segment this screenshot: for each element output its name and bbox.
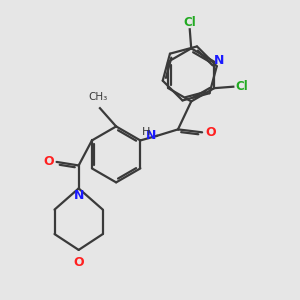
Text: CH₃: CH₃ [89,92,108,102]
Text: O: O [205,126,216,139]
Text: O: O [43,155,54,168]
Text: Cl: Cl [235,80,248,93]
Text: N: N [146,129,156,142]
Text: Cl: Cl [183,16,196,29]
Text: N: N [213,54,224,67]
Text: H: H [142,127,151,137]
Text: O: O [74,256,84,269]
Text: N: N [74,189,84,202]
